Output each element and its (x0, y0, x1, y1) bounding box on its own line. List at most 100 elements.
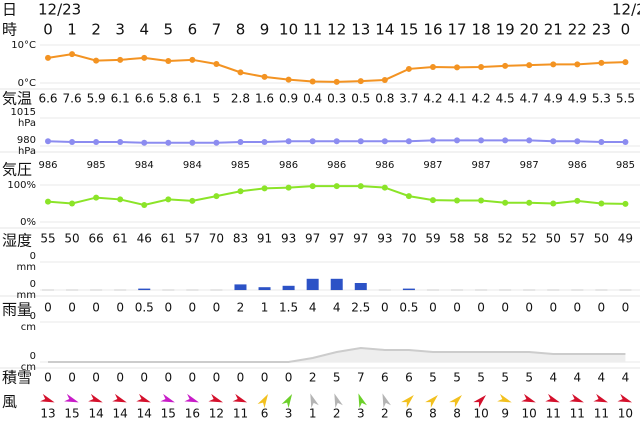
wind-arrow (257, 393, 269, 409)
row-label: 湿度 (2, 232, 32, 250)
value-label: 2 (237, 301, 245, 315)
value-label: 97 (353, 232, 368, 246)
value-label: 0.5 (351, 92, 370, 106)
value-label: 12 (209, 407, 224, 421)
value-label: 4 (549, 371, 557, 385)
point (141, 54, 148, 61)
point (381, 138, 388, 145)
value-label: 1 (309, 407, 317, 421)
point (502, 62, 509, 69)
value-label: 0 (285, 371, 293, 385)
value-label: 5.5 (616, 92, 635, 106)
point (213, 61, 220, 67)
value-label: 4.9 (568, 92, 587, 106)
point (550, 61, 557, 68)
point (381, 184, 388, 191)
point (117, 139, 124, 145)
point (213, 139, 220, 146)
y-tick-label: 0% (20, 217, 36, 228)
value-label: 0.5 (399, 301, 418, 315)
value-label: 4.2 (423, 92, 442, 106)
hour: 6 (188, 21, 198, 39)
value-label: 0 (213, 371, 221, 385)
value-label: 8 (429, 407, 437, 421)
value-label: 11 (570, 407, 585, 421)
wind-arrow (401, 395, 414, 408)
value-label: 0 (429, 301, 437, 315)
wind-arrow (473, 395, 487, 408)
value-label: 0 (140, 371, 148, 385)
value-label: 10 (522, 407, 537, 421)
point (598, 59, 605, 66)
value-label: 5 (213, 92, 221, 106)
axis-text: cm (21, 322, 36, 333)
value-label: 987 (423, 160, 442, 171)
hour: 7 (212, 21, 222, 39)
value-label: 4.9 (544, 92, 563, 106)
hour: 20 (520, 21, 539, 39)
value-label: 5.3 (592, 92, 611, 106)
value-label: 985 (616, 160, 635, 171)
value-label: 0 (598, 301, 606, 315)
point (622, 139, 629, 145)
value-label: 0 (189, 301, 197, 315)
wind-arrow (64, 393, 79, 403)
bar (402, 288, 415, 290)
wind-arrow (88, 393, 103, 403)
point (69, 139, 76, 145)
point (165, 196, 172, 203)
point (165, 57, 172, 64)
y-tick-label: 10°C (11, 40, 36, 51)
point (261, 73, 268, 80)
value-label: 15 (161, 407, 176, 421)
value-label: 0.9 (279, 92, 298, 106)
point (405, 138, 412, 145)
point (261, 185, 268, 192)
value-label: 14 (88, 407, 103, 421)
point (189, 197, 196, 204)
value-label: 5 (429, 371, 437, 385)
point (45, 198, 51, 205)
axis-text: cm (21, 362, 36, 373)
value-label: 984 (135, 160, 154, 171)
value-label: 0 (237, 371, 245, 385)
value-label: 986 (327, 160, 346, 171)
value-label: 0.8 (375, 92, 394, 106)
hour: 5 (164, 21, 174, 39)
value-label: 14 (137, 407, 152, 421)
point (526, 62, 533, 69)
bar (258, 287, 271, 290)
hour: 0 (43, 21, 53, 39)
value-label: 5.9 (87, 92, 106, 106)
value-label: 986 (568, 160, 587, 171)
value-label: 1.6 (255, 92, 274, 106)
value-label: 0 (501, 301, 509, 315)
value-label: 0 (477, 301, 485, 315)
value-label: 6.6 (135, 92, 154, 106)
value-label: 11 (594, 407, 609, 421)
value-label: 0 (549, 301, 557, 315)
point (117, 56, 124, 63)
axis-text: 0 (30, 279, 36, 290)
value-label: 2.8 (231, 92, 250, 106)
point (285, 138, 292, 145)
y-tick-unit: hPa (18, 118, 36, 129)
value-label: 6.1 (111, 92, 130, 106)
value-label: 986 (375, 160, 394, 171)
value-label: 0 (622, 301, 630, 315)
point (405, 65, 412, 72)
value-label: 6.1 (183, 92, 202, 106)
value-label: 3 (357, 407, 365, 421)
value-label: 11 (546, 407, 561, 421)
wind-arrow (281, 393, 293, 409)
point (309, 78, 316, 85)
value-label: 97 (329, 232, 344, 246)
point (550, 200, 557, 207)
point (478, 197, 485, 204)
value-label: 50 (64, 232, 79, 246)
point (381, 76, 388, 83)
value-label: 0 (189, 371, 197, 385)
wind-arrow (208, 393, 223, 403)
point (189, 139, 196, 146)
point (357, 138, 364, 145)
